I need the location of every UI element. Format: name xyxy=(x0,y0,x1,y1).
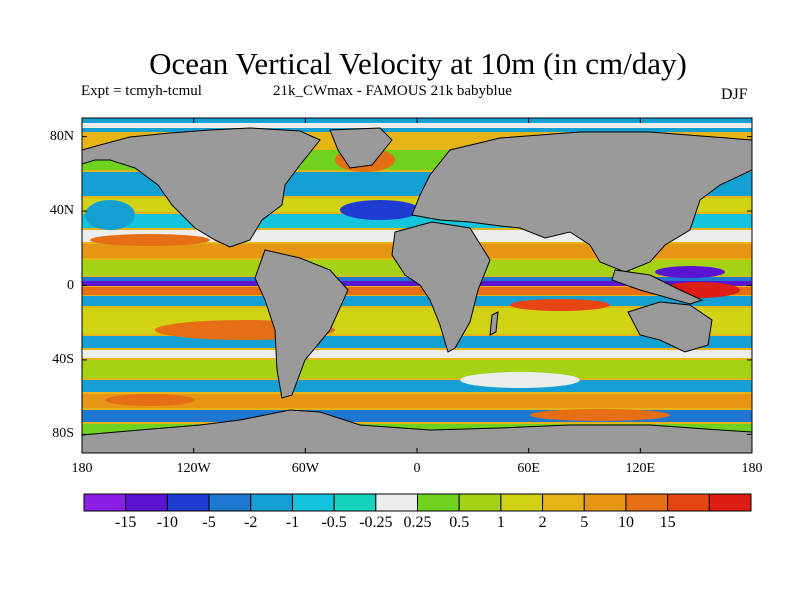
colorbar-label: 5 xyxy=(580,514,589,531)
map-title: Ocean Vertical Velocity at 10m (in cm/da… xyxy=(149,46,687,81)
colorbar-label: -15 xyxy=(115,514,137,531)
colorbar-label: -0.5 xyxy=(321,514,347,531)
lon-axis-ticks xyxy=(81,118,753,453)
greenland xyxy=(329,127,393,169)
colorbar-box xyxy=(125,493,168,512)
south-america xyxy=(254,249,349,399)
colorbar-box xyxy=(166,493,210,512)
colorbar-label: 0.5 xyxy=(449,514,470,531)
north-america xyxy=(82,127,321,248)
lat-axis-ticks xyxy=(82,136,752,435)
lat-label: 0 xyxy=(67,277,74,293)
colorbar-box xyxy=(208,493,252,512)
madagascar xyxy=(489,311,499,336)
indonesia xyxy=(611,269,704,305)
colorbar-box xyxy=(542,493,585,512)
lon-label: 60E xyxy=(517,461,540,476)
lat-label: 40N xyxy=(49,203,74,219)
colorbar xyxy=(83,493,752,512)
colorbar-box xyxy=(708,493,752,512)
colorbar-box xyxy=(83,493,127,512)
lon-label: 60W xyxy=(291,461,319,476)
lat-label: 40S xyxy=(52,351,74,367)
colorbar-label: 1 xyxy=(496,514,505,531)
colorbar-box xyxy=(375,493,418,512)
season-label: DJF xyxy=(721,86,748,103)
colorbar-box xyxy=(250,493,293,512)
colorbar-box xyxy=(458,493,502,512)
experiment-label: Expt = tcmyh-tcmul xyxy=(81,83,202,99)
colorbar-label: 2 xyxy=(538,514,547,531)
colorbar-label: -5 xyxy=(202,514,216,531)
lat-label: 80N xyxy=(49,128,74,144)
lon-label: 120E xyxy=(625,461,656,476)
colorbar-box xyxy=(333,493,377,512)
colorbar-label: 10 xyxy=(617,514,634,531)
colorbar-label: 15 xyxy=(659,514,676,531)
colorbar-box xyxy=(291,493,335,512)
australia xyxy=(627,301,713,353)
colorbar-box xyxy=(417,493,460,512)
colorbar-label: 0.25 xyxy=(403,514,432,531)
colorbar-box xyxy=(500,493,544,512)
lon-label: 180 xyxy=(71,461,93,476)
colorbar-label: -1 xyxy=(285,514,300,531)
africa xyxy=(391,221,491,353)
eurasia xyxy=(411,131,752,273)
land-masses xyxy=(82,127,752,453)
antarctica xyxy=(82,409,752,453)
lat-label: 80S xyxy=(52,426,74,442)
lon-label: 180 xyxy=(741,461,763,476)
colorbar-label: -0.25 xyxy=(359,514,393,531)
comparison-label: 21k_CWmax - FAMOUS 21k babyblue xyxy=(273,83,512,99)
colorbar-box xyxy=(583,493,627,512)
colorbar-label: -10 xyxy=(156,514,179,531)
colorbar-box xyxy=(667,493,710,512)
colorbar-box xyxy=(625,493,669,512)
lon-label: 0 xyxy=(413,461,421,476)
lon-label: 120W xyxy=(176,461,211,476)
colorbar-label: -2 xyxy=(244,514,258,531)
